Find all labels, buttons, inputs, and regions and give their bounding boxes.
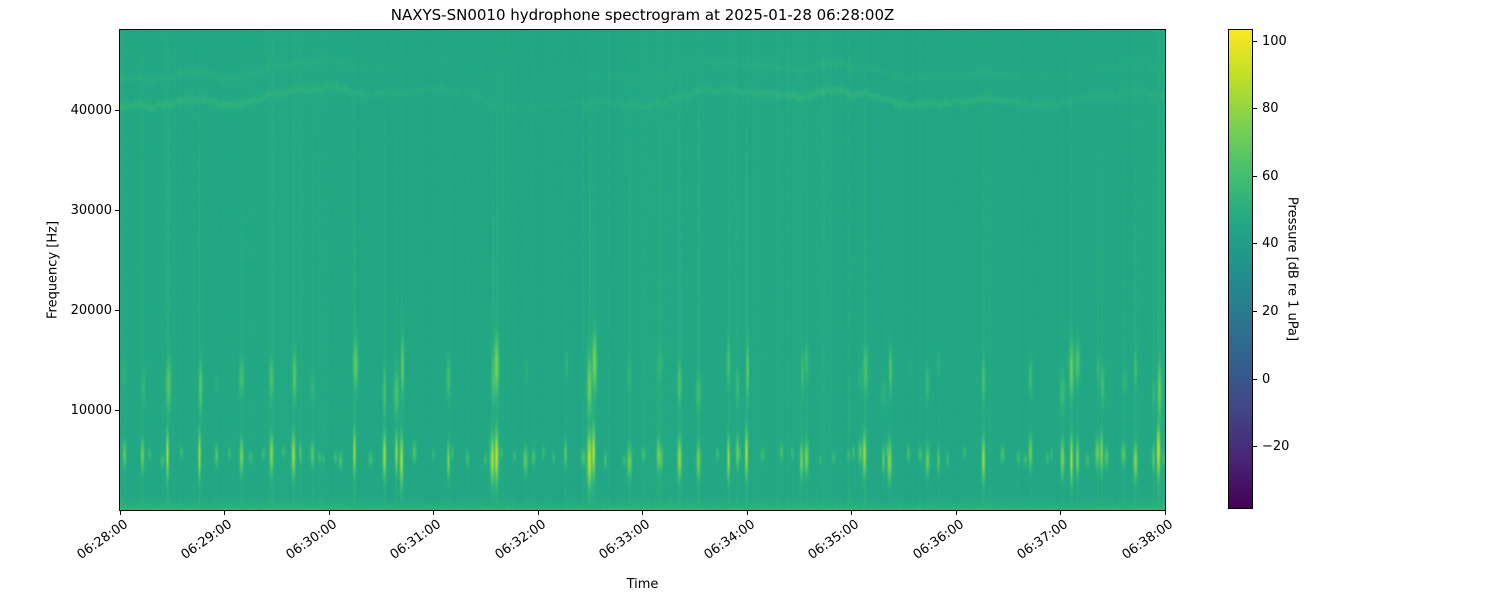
x-tick (537, 511, 539, 515)
colorbar-tick (1253, 243, 1257, 245)
colorbar-tick (1253, 378, 1257, 380)
x-tick-label-text: 06:28:00 (74, 517, 131, 563)
colorbar-tick-label: 100 (1262, 33, 1287, 49)
colorbar-tick-label: 0 (1262, 371, 1271, 387)
colorbar-tick (1253, 446, 1257, 448)
x-tick (1164, 511, 1166, 515)
colorbar-tick-label: 20 (1262, 304, 1279, 320)
colorbar-tick-label: −20 (1262, 439, 1290, 455)
y-tick-label: 10000 (70, 402, 112, 418)
colorbar-tick (1253, 108, 1257, 110)
colorbar-tick (1253, 40, 1257, 42)
x-tick (955, 511, 957, 515)
y-tick-label: 30000 (70, 202, 112, 218)
x-tick (746, 511, 748, 515)
y-tick-label: 20000 (70, 302, 112, 318)
x-tick-label-text: 06:32:00 (492, 517, 549, 563)
x-tick-label-text: 06:38:00 (1119, 517, 1176, 563)
x-tick-label-text: 06:31:00 (387, 517, 445, 563)
x-tick (224, 511, 225, 515)
x-tick-label-text: 06:34:00 (701, 517, 758, 563)
y-tick (115, 209, 119, 211)
x-tick (433, 511, 434, 515)
colorbar-tick (1253, 175, 1257, 177)
x-tick-label-text: 06:30:00 (283, 517, 340, 563)
y-tick-label: 40000 (70, 102, 112, 118)
y-tick (115, 409, 119, 411)
x-tick (328, 511, 330, 515)
x-tick-label-text: 06:33:00 (596, 517, 654, 563)
colorbar (1228, 29, 1253, 509)
x-tick-label-text: 06:37:00 (1014, 517, 1072, 563)
x-tick-label-text: 06:35:00 (805, 517, 863, 563)
spectrogram-canvas (120, 30, 1165, 510)
x-tick (119, 511, 121, 515)
colorbar-label: Pressure [dB re 1 uPa] (1284, 196, 1300, 342)
x-tick-label-text: 06:29:00 (178, 517, 236, 563)
colorbar-tick-label: 80 (1262, 101, 1279, 117)
y-axis-label: Frequency [Hz] (45, 220, 61, 320)
colorbar-gradient (1229, 30, 1252, 508)
y-tick (115, 309, 119, 311)
colorbar-tick-label: 60 (1262, 168, 1279, 184)
colorbar-tick (1253, 311, 1257, 313)
x-tick (851, 511, 852, 515)
x-axis-label: Time (626, 577, 659, 592)
x-tick-label-text: 06:36:00 (910, 517, 967, 563)
colorbar-tick-label: 40 (1262, 236, 1279, 252)
x-tick (1060, 511, 1061, 515)
chart-title: NAXYS-SN0010 hydrophone spectrogram at 2… (390, 6, 895, 24)
plot-frame (119, 29, 1166, 511)
x-tick (642, 511, 643, 515)
y-tick (115, 109, 119, 111)
